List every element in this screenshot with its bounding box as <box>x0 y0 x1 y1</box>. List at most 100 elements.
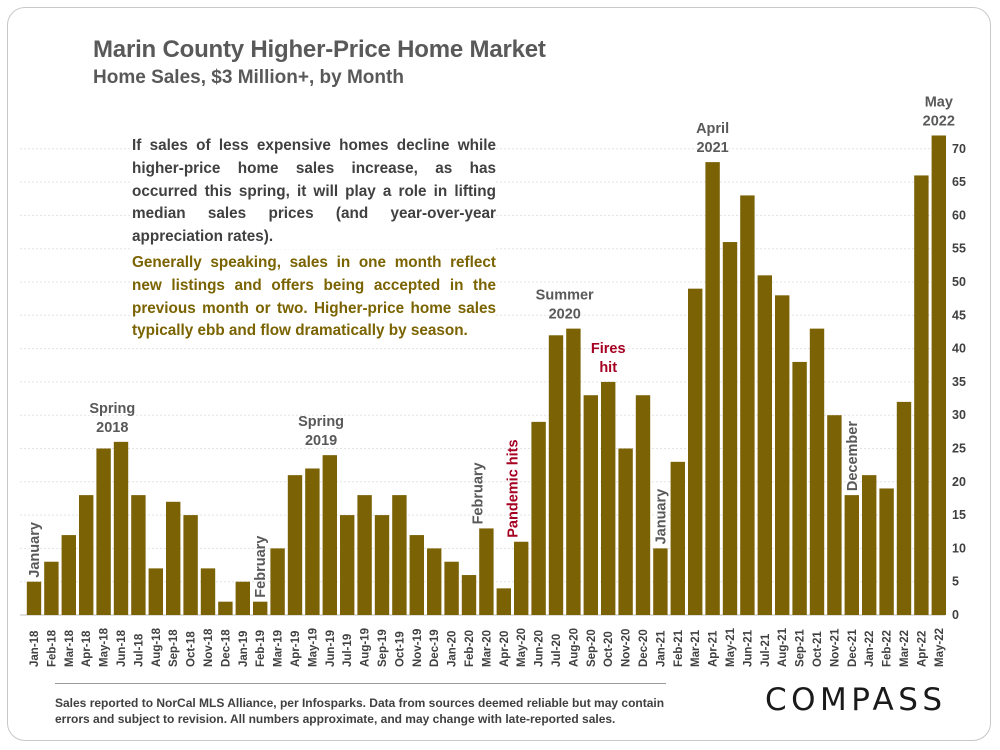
commentary-paragraph-1: If sales of less expensive homes decline… <box>132 135 496 249</box>
bar <box>305 468 320 615</box>
x-tick-label: Mar-18 <box>64 629 76 667</box>
bar <box>566 328 581 615</box>
x-tick-label: Aug-21 <box>777 627 789 667</box>
y-tick-label: 60 <box>952 208 966 222</box>
bar <box>322 455 337 615</box>
commentary-paragraph-2: Generally speaking, sales in one month r… <box>132 252 496 344</box>
annotation-label: Spring 2019 <box>298 414 344 449</box>
chart-card <box>7 7 991 741</box>
annotation-label: January <box>27 522 43 578</box>
annotation-label: February <box>471 462 487 524</box>
bar <box>340 515 355 615</box>
bar <box>79 495 94 615</box>
annotation-label: February <box>253 536 269 598</box>
x-tick-label: Dec-18 <box>220 629 232 667</box>
bar <box>427 548 442 615</box>
x-tick-label: Oct-21 <box>812 631 824 667</box>
x-axis: Jan-18 Feb-18 Mar-18 Apr-18 May-18 Jun-18 Jul-… <box>29 627 946 667</box>
x-tick-label: Aug-20 <box>568 628 580 667</box>
x-tick-label: Feb-21 <box>673 629 685 667</box>
y-tick-label: 55 <box>952 242 966 256</box>
annotations: January Spring 2018 February Spring 2019 Febru… <box>27 94 955 597</box>
annotation-label: January <box>653 489 669 545</box>
x-tick-label: Jun-21 <box>742 629 754 667</box>
x-tick-label: Aug-19 <box>360 628 372 667</box>
bar <box>44 561 59 615</box>
x-tick-label: Jun-18 <box>116 629 128 667</box>
annotation-label: Spring 2018 <box>89 401 135 436</box>
footer-divider <box>55 683 666 684</box>
x-tick-label: Apr-21 <box>708 630 720 667</box>
annotation-label: December <box>845 421 861 491</box>
x-tick-label: Jun-19 <box>325 630 337 667</box>
x-tick-label: Nov-21 <box>829 628 841 667</box>
annotation-label: Pandemic hits <box>506 439 522 537</box>
x-tick-label: Dec-21 <box>847 629 859 667</box>
x-tick-label: Mar-21 <box>690 629 702 667</box>
bar <box>131 495 146 615</box>
bar <box>287 475 303 615</box>
bar <box>688 288 703 615</box>
x-tick-label: Jan-20 <box>447 631 459 667</box>
bar <box>461 575 477 615</box>
x-tick-label: Sep-19 <box>377 629 389 667</box>
bar <box>583 395 598 615</box>
bar <box>914 175 929 615</box>
y-tick-label: 40 <box>952 342 966 356</box>
y-tick-label: 35 <box>952 375 966 389</box>
x-tick-label: Apr-18 <box>81 630 93 667</box>
bar <box>218 601 233 615</box>
x-tick-label: Oct-18 <box>186 631 198 667</box>
x-tick-label: Jan-18 <box>29 630 41 667</box>
y-tick-label: 70 <box>952 142 966 156</box>
bar <box>809 328 825 615</box>
x-tick-label: Jul-20 <box>551 634 563 667</box>
bar <box>357 495 372 615</box>
x-tick-label: Jul-19 <box>342 634 354 667</box>
chart-title: Marin County Higher-Price Home Market <box>93 36 546 63</box>
x-tick-label: Sep-20 <box>586 629 598 667</box>
bar <box>496 588 511 615</box>
bar <box>670 461 685 615</box>
x-tick-label: Feb-22 <box>882 630 894 667</box>
x-tick-label: Mar-19 <box>273 630 285 667</box>
bar <box>827 415 842 615</box>
bar <box>740 195 755 616</box>
chart-subtitle: Home Sales, $3 Million+, by Month <box>93 67 404 88</box>
bar <box>444 561 459 615</box>
x-tick-label: Jan-22 <box>864 631 876 667</box>
x-tick-label: Jul-18 <box>133 633 145 667</box>
bar <box>479 528 494 615</box>
bar <box>113 441 129 615</box>
y-tick-label: 15 <box>952 508 966 522</box>
x-tick-label: Jul-21 <box>760 633 772 667</box>
x-tick-label: Mar-22 <box>899 630 911 667</box>
y-tick-label: 50 <box>952 275 966 289</box>
x-tick-label: Feb-20 <box>464 630 476 667</box>
footer-disclaimer: Sales reported to NorCal MLS Alliance, p… <box>55 696 665 726</box>
compass-logo: COMPASS <box>765 682 947 718</box>
bar <box>531 421 546 615</box>
bar <box>392 495 407 615</box>
x-tick-label: Feb-18 <box>46 629 58 667</box>
bar <box>548 335 564 615</box>
bar <box>409 535 424 615</box>
x-tick-label: Dec-19 <box>429 629 441 667</box>
x-tick-label: Jan-21 <box>655 630 667 667</box>
x-tick-label: Apr-20 <box>499 631 511 667</box>
bar <box>61 535 76 615</box>
x-tick-label: Apr-22 <box>916 631 928 667</box>
x-tick-label: Nov-20 <box>621 629 633 667</box>
bar <box>26 581 42 615</box>
bar <box>166 501 181 615</box>
x-tick-label: Nov-19 <box>412 629 424 667</box>
bar <box>757 275 772 615</box>
x-tick-label: Jan-19 <box>238 631 250 667</box>
bar <box>931 135 946 616</box>
x-tick-label: May-22 <box>934 628 946 667</box>
bar <box>775 295 790 615</box>
x-tick-label: Oct-19 <box>394 631 406 667</box>
bars <box>26 135 946 616</box>
x-tick-label: Apr-19 <box>290 631 302 667</box>
bar <box>374 515 390 615</box>
